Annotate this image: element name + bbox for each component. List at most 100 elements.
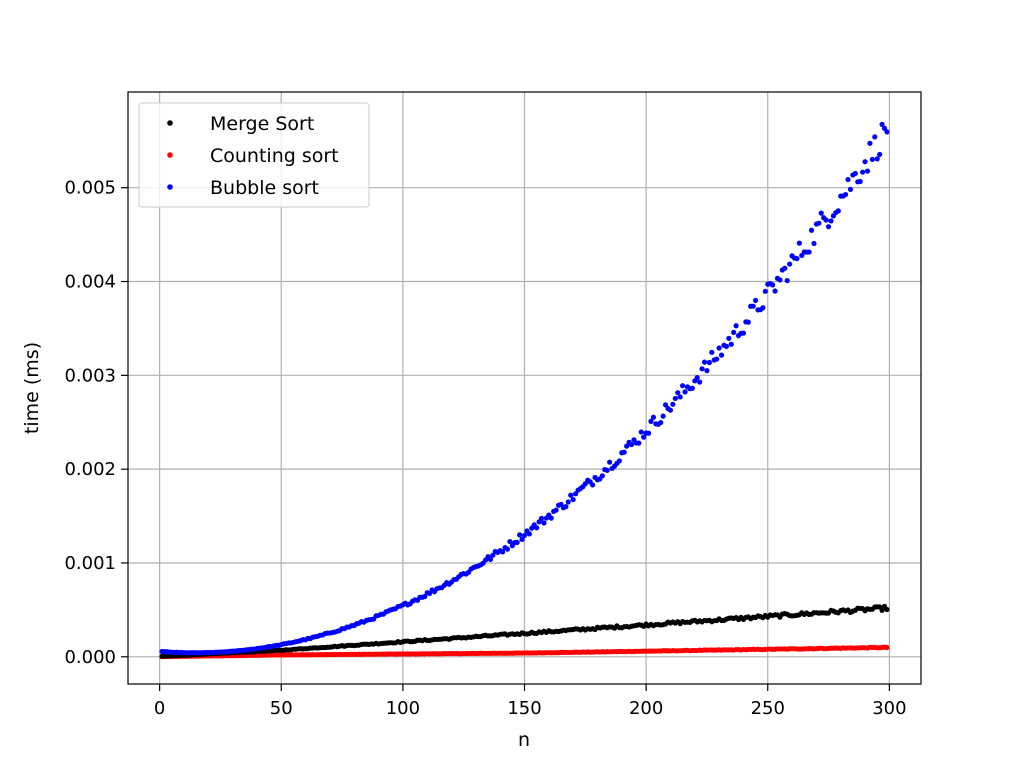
y-tick-label: 0.002 [64, 459, 116, 480]
legend: Merge Sort Counting sort Bubble sort [138, 102, 370, 208]
data-point [709, 349, 715, 355]
series-bubble-sort [159, 121, 890, 656]
data-point [682, 389, 688, 395]
data-point [872, 134, 878, 140]
data-point [422, 593, 428, 600]
data-point [811, 240, 817, 247]
legend-label: Merge Sort [210, 113, 314, 135]
data-point [867, 140, 873, 146]
data-point [745, 319, 751, 325]
data-point [648, 418, 654, 424]
data-point [818, 210, 824, 216]
data-point [699, 366, 705, 372]
data-point [731, 329, 737, 335]
data-point [624, 443, 630, 449]
data-point [728, 341, 734, 347]
y-tick-label: 0.004 [64, 272, 116, 293]
data-point [823, 217, 829, 223]
data-point [675, 390, 681, 396]
data-point [864, 168, 871, 174]
data-point [701, 359, 708, 365]
data-point [806, 249, 812, 255]
data-point [750, 303, 756, 309]
data-point [697, 379, 703, 385]
data-point [877, 151, 883, 158]
data-point [526, 531, 532, 537]
data-point [660, 413, 666, 419]
legend-entries: Merge Sort Counting sort Bubble sort [167, 113, 339, 199]
data-point [487, 556, 494, 562]
data-point [740, 330, 747, 336]
data-point [568, 492, 574, 498]
data-point [704, 368, 710, 374]
data-point [534, 525, 540, 531]
data-point [796, 240, 802, 246]
data-point [777, 277, 783, 283]
data-point [825, 224, 832, 230]
data-point [541, 520, 547, 526]
data-point [816, 220, 822, 226]
data-point [714, 356, 720, 362]
data-point [662, 402, 669, 408]
data-point [869, 156, 875, 163]
data-point [636, 440, 642, 446]
data-point [762, 288, 768, 294]
data-point [672, 395, 678, 402]
data-point [879, 121, 885, 128]
data-point [563, 504, 569, 510]
data-point [726, 335, 732, 341]
legend-label: Bubble sort [210, 177, 319, 199]
data-point [787, 261, 793, 267]
data-point [760, 305, 766, 311]
x-tick-label: 150 [507, 698, 541, 719]
data-point [604, 467, 610, 473]
data-point [521, 532, 528, 539]
y-tick-label: 0.001 [64, 553, 116, 574]
data-point [862, 159, 868, 165]
data-point [718, 352, 725, 358]
legend-marker [167, 120, 173, 126]
data-point [860, 169, 866, 175]
data-point [590, 482, 596, 488]
data-point [770, 282, 776, 288]
data-point [884, 129, 890, 135]
data-point [677, 394, 683, 400]
data-point [784, 277, 790, 284]
x-tick-label: 300 [872, 698, 906, 719]
data-point [808, 227, 815, 233]
legend-box [138, 102, 370, 208]
data-point [565, 499, 571, 505]
data-point [857, 178, 863, 185]
data-point [782, 265, 788, 271]
data-point [733, 323, 739, 329]
x-tick-label: 50 [270, 698, 293, 719]
data-point [772, 288, 778, 294]
data-point [628, 441, 635, 448]
data-point [670, 401, 676, 407]
data-point [599, 473, 605, 479]
data-point [874, 156, 880, 162]
data-point [716, 345, 722, 351]
data-point [616, 458, 622, 464]
data-point [548, 515, 554, 521]
x-axis-label: n [518, 729, 530, 751]
legend-label: Counting sort [210, 145, 339, 167]
data-point [641, 434, 647, 440]
data-point [752, 297, 759, 304]
axis-ticks: 0 50 100 150 200 250 300 0.000 0.001 0.002 0.003 0.… [64, 178, 906, 719]
data-point [645, 430, 652, 436]
data-point [694, 374, 700, 381]
x-tick-label: 100 [386, 698, 420, 719]
data-point [845, 176, 851, 183]
data-point [828, 218, 834, 224]
data-point [879, 607, 885, 613]
y-tick-label: 0.000 [64, 647, 116, 668]
data-point [835, 208, 841, 214]
data-point [847, 186, 854, 192]
data-point [500, 549, 506, 555]
data-point [650, 414, 657, 420]
data-point [884, 644, 890, 651]
legend-marker [167, 184, 173, 190]
